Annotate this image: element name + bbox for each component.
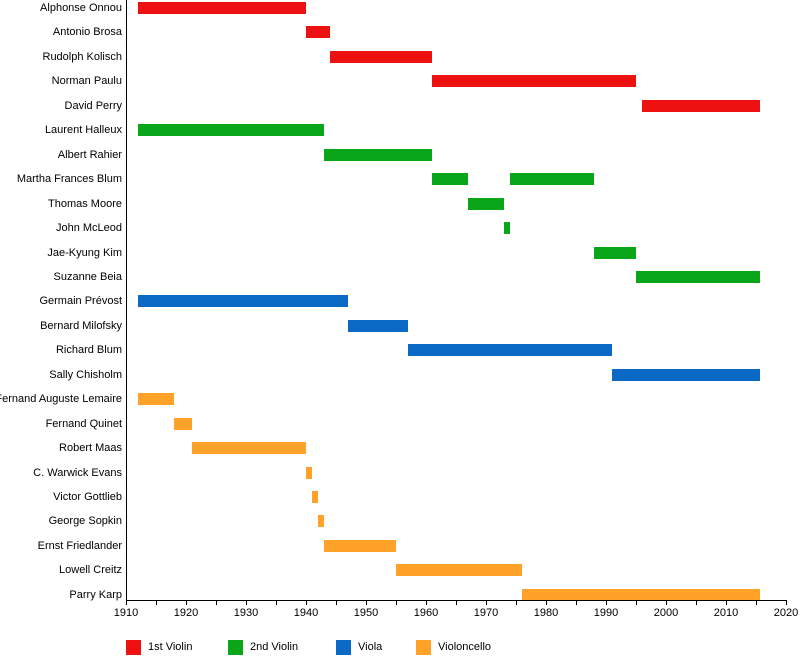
x-axis-tick-1920 bbox=[186, 601, 187, 605]
member-name-c-warwick-evans: C. Warwick Evans bbox=[33, 466, 122, 479]
x-axis-line bbox=[126, 600, 787, 601]
member-name-victor-gottlieb: Victor Gottlieb bbox=[53, 491, 122, 503]
member-name-lowell-creitz: Lowell Creitz bbox=[59, 564, 122, 577]
member-name-bernard-milofsky: Bernard Milofsky bbox=[40, 319, 122, 332]
member-name-david-perry: David Perry bbox=[64, 99, 122, 112]
member-name-germain-pr-vost: Germain Prévost bbox=[39, 295, 122, 308]
tenure-bar-rudolph-kolisch bbox=[330, 50, 432, 63]
tenure-bar-fernand-auguste-lemaire bbox=[138, 393, 174, 406]
x-axis-tick-1975 bbox=[516, 601, 517, 605]
tenure-bar-parry-karp bbox=[522, 588, 761, 601]
x-axis-tick-label-2000: 2000 bbox=[653, 607, 679, 619]
x-axis-tick-1960 bbox=[426, 601, 427, 605]
member-name-richard-blum: Richard Blum bbox=[55, 344, 122, 357]
legend-label-1st-violin: 1st Violin bbox=[148, 641, 193, 653]
member-name-norman-paulu: Norman Paulu bbox=[51, 75, 122, 88]
legend-swatch-violoncello bbox=[416, 640, 431, 655]
x-axis-tick-1945 bbox=[336, 601, 337, 605]
x-axis-tick-2000 bbox=[666, 601, 667, 605]
x-axis-tick-label-1920: 1920 bbox=[173, 607, 199, 619]
tenure-bar-c-warwick-evans bbox=[306, 466, 312, 479]
member-name-george-sopkin: George Sopkin bbox=[48, 515, 122, 528]
x-axis-tick-2015 bbox=[756, 601, 757, 605]
tenure-bar-laurent-halleux bbox=[138, 124, 324, 137]
x-axis-tick-1990 bbox=[606, 601, 607, 605]
legend-label-2nd-violin: 2nd Violin bbox=[250, 641, 299, 653]
x-axis-tick-1955 bbox=[396, 601, 397, 605]
x-axis-tick-1985 bbox=[576, 601, 577, 605]
x-axis-tick-label-1980: 1980 bbox=[533, 607, 559, 619]
member-name-fernand-auguste-lemaire: Fernand Auguste Lemaire bbox=[0, 393, 122, 406]
tenure-bar-thomas-moore bbox=[468, 197, 504, 210]
legend-swatch-2nd-violin bbox=[228, 640, 243, 655]
member-name-parry-karp: Parry Karp bbox=[69, 588, 122, 601]
tenure-bar-antonio-brosa bbox=[306, 26, 330, 39]
tenure-bar-germain-pr-vost bbox=[138, 295, 348, 308]
x-axis-tick-1910 bbox=[126, 601, 127, 605]
x-axis-tick-1935 bbox=[276, 601, 277, 605]
x-axis-tick-1970 bbox=[486, 601, 487, 605]
member-name-thomas-moore: Thomas Moore bbox=[48, 197, 122, 210]
tenure-bar-martha-frances-blum-2 bbox=[510, 173, 594, 186]
member-name-sally-chisholm: Sally Chisholm bbox=[49, 368, 122, 381]
member-name-robert-maas: Robert Maas bbox=[59, 442, 122, 455]
member-name-albert-rahier: Albert Rahier bbox=[57, 148, 122, 161]
member-name-suzanne-beia: Suzanne Beia bbox=[53, 270, 123, 283]
tenure-bar-fernand-quinet bbox=[174, 417, 192, 430]
x-axis-tick-2005 bbox=[696, 601, 697, 605]
x-axis-tick-label-1940: 1940 bbox=[293, 607, 319, 619]
member-name-martha-frances-blum: Martha Frances Blum bbox=[16, 173, 122, 186]
tenure-bar-richard-blum bbox=[408, 344, 612, 357]
x-axis-tick-label-1930: 1930 bbox=[233, 607, 259, 619]
tenure-bar-suzanne-beia bbox=[636, 270, 761, 283]
x-axis-tick-1965 bbox=[456, 601, 457, 605]
x-axis-tick-label-1990: 1990 bbox=[593, 607, 619, 619]
member-name-fernand-quinet: Fernand Quinet bbox=[45, 417, 122, 430]
x-axis-tick-label-1910: 1910 bbox=[113, 607, 139, 619]
x-axis-tick-label-1970: 1970 bbox=[473, 607, 499, 619]
tenure-bar-albert-rahier bbox=[324, 148, 432, 161]
member-name-alphonse-onnou: Alphonse Onnou bbox=[40, 2, 122, 14]
x-axis-tick-label-2010: 2010 bbox=[713, 607, 739, 619]
x-axis-tick-label-1960: 1960 bbox=[413, 607, 439, 619]
tenure-bar-bernard-milofsky bbox=[348, 319, 408, 332]
tenure-bar-lowell-creitz bbox=[396, 564, 522, 577]
member-name-antonio-brosa: Antonio Brosa bbox=[52, 26, 122, 39]
legend-swatch-1st-violin bbox=[126, 640, 141, 655]
tenure-bar-sally-chisholm bbox=[612, 368, 761, 381]
tenure-bar-robert-maas bbox=[192, 442, 306, 455]
y-axis-line bbox=[126, 0, 127, 601]
legend-swatch-viola bbox=[336, 640, 351, 655]
member-name-jae-kyung-kim: Jae-Kyung Kim bbox=[47, 246, 122, 259]
legend-label-viola: Viola bbox=[358, 641, 383, 653]
member-name-john-mcleod: John McLeod bbox=[55, 222, 122, 235]
x-axis-tick-1995 bbox=[636, 601, 637, 605]
member-name-rudolph-kolisch: Rudolph Kolisch bbox=[42, 50, 123, 63]
x-axis-tick-1915 bbox=[156, 601, 157, 605]
x-axis-tick-1925 bbox=[216, 601, 217, 605]
x-axis-tick-label-1950: 1950 bbox=[353, 607, 379, 619]
tenure-bar-ernst-friedlander bbox=[324, 539, 396, 552]
x-axis-tick-2010 bbox=[726, 601, 727, 605]
x-axis-tick-label-2020: 2020 bbox=[773, 607, 799, 619]
member-name-laurent-halleux: Laurent Halleux bbox=[44, 124, 122, 137]
x-axis-tick-2020 bbox=[786, 601, 787, 605]
tenure-bar-jae-kyung-kim bbox=[594, 246, 636, 259]
tenure-bar-martha-frances-blum-1 bbox=[432, 173, 468, 186]
x-axis-tick-1940 bbox=[306, 601, 307, 605]
tenure-bar-david-perry bbox=[642, 99, 761, 112]
tenure-bar-norman-paulu bbox=[432, 75, 636, 88]
x-axis-tick-1930 bbox=[246, 601, 247, 605]
tenure-bar-john-mcleod bbox=[504, 222, 510, 235]
legend-label-violoncello: Violoncello bbox=[438, 641, 492, 653]
tenure-bar-alphonse-onnou bbox=[138, 2, 306, 14]
tenure-bar-victor-gottlieb bbox=[312, 491, 318, 503]
member-name-ernst-friedlander: Ernst Friedlander bbox=[37, 539, 122, 552]
tenure-bar-george-sopkin bbox=[318, 515, 324, 528]
x-axis-tick-1950 bbox=[366, 601, 367, 605]
x-axis-tick-1980 bbox=[546, 601, 547, 605]
